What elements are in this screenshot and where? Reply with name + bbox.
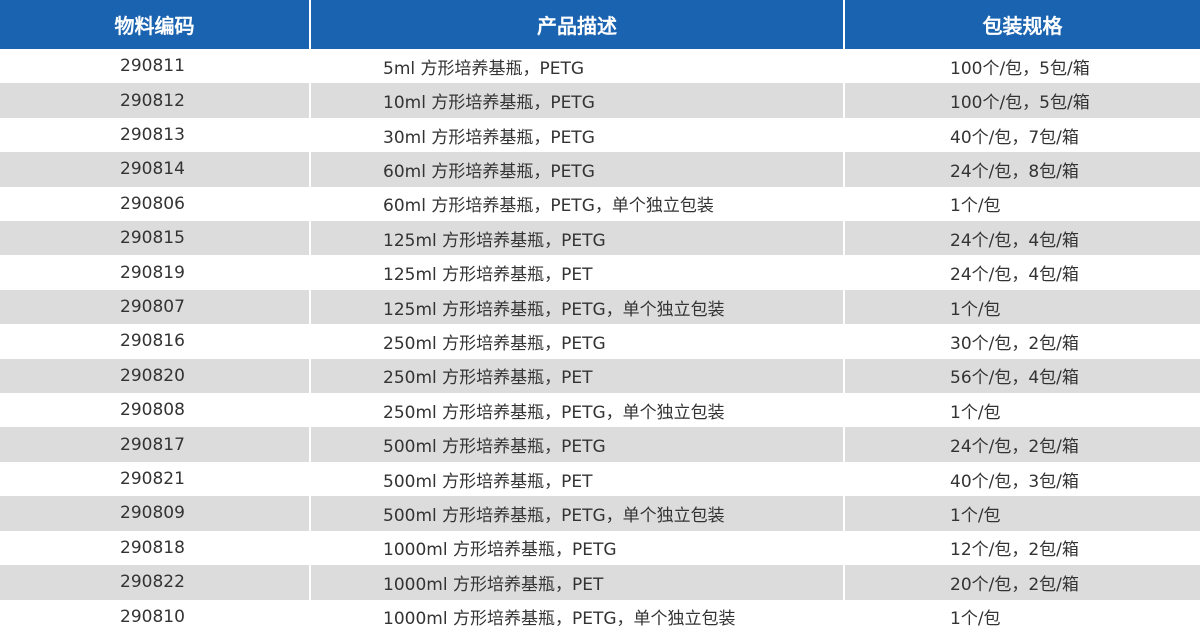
table-row: 290807 125ml 方形培养基瓶，PETG，单个独立包装 1个/包 [0, 289, 1200, 325]
header-material-code: 物料编码 [0, 0, 310, 49]
table-row: 290815 125ml 方形培养基瓶，PETG 24个/包，4包/箱 [0, 221, 1200, 256]
material-code-cell: 290820 [0, 358, 310, 394]
packaging-spec-cell: 1个/包 [843, 496, 1200, 531]
packaging-spec-cell: 1个/包 [843, 599, 1200, 634]
product-description-cell: 125ml 方形培养基瓶，PETG，单个独立包装 [309, 289, 844, 325]
packaging-spec-cell: 20个/包，2包/箱 [843, 565, 1200, 600]
packaging-spec-cell: 100个/包，5包/箱 [843, 49, 1200, 84]
material-code-cell: 290818 [0, 530, 310, 566]
material-code-cell: 290814 [0, 152, 310, 187]
product-description-cell: 500ml 方形培养基瓶，PETG [309, 427, 844, 462]
product-description-cell: 125ml 方形培养基瓶，PETG [309, 221, 844, 256]
material-code-cell: 290812 [0, 83, 310, 118]
table-row: 290820 250ml 方形培养基瓶，PET 56个/包，4包/箱 [0, 358, 1200, 394]
packaging-spec-cell: 1个/包 [843, 289, 1200, 325]
material-code-cell: 290810 [0, 599, 310, 634]
product-description-cell: 500ml 方形培养基瓶，PETG，单个独立包装 [309, 496, 844, 531]
packaging-spec-cell: 100个/包，5包/箱 [843, 83, 1200, 118]
header-row: 物料编码 产品描述 包装规格 [0, 0, 1200, 49]
header-packaging-spec: 包装规格 [843, 0, 1200, 49]
table-row: 290817 500ml 方形培养基瓶，PETG 24个/包，2包/箱 [0, 427, 1200, 462]
material-code-cell: 290822 [0, 565, 310, 600]
material-code-cell: 290811 [0, 49, 310, 84]
packaging-spec-cell: 1个/包 [843, 186, 1200, 222]
packaging-spec-cell: 24个/包，2包/箱 [843, 427, 1200, 462]
product-description-cell: 1000ml 方形培养基瓶，PET [309, 565, 844, 600]
material-code-cell: 290808 [0, 393, 310, 428]
table-row: 290822 1000ml 方形培养基瓶，PET 20个/包，2包/箱 [0, 565, 1200, 600]
product-description-cell: 1000ml 方形培养基瓶，PETG [309, 530, 844, 566]
table-row: 290816 250ml 方形培养基瓶，PETG 30个/包，2包/箱 [0, 324, 1200, 359]
packaging-spec-cell: 12个/包，2包/箱 [843, 530, 1200, 566]
table-row: 290819 125ml 方形培养基瓶，PET 24个/包，4包/箱 [0, 255, 1200, 290]
table-row: 290821 500ml 方形培养基瓶，PET 40个/包，3包/箱 [0, 461, 1200, 497]
material-code-cell: 290817 [0, 427, 310, 462]
packaging-spec-cell: 30个/包，2包/箱 [843, 324, 1200, 359]
material-code-cell: 290821 [0, 461, 310, 497]
product-description-cell: 30ml 方形培养基瓶，PETG [309, 117, 844, 153]
product-description-cell: 1000ml 方形培养基瓶，PETG，单个独立包装 [309, 599, 844, 634]
packaging-spec-cell: 40个/包，3包/箱 [843, 461, 1200, 497]
table-header: 物料编码 产品描述 包装规格 [0, 0, 1200, 49]
packaging-spec-cell: 24个/包，4包/箱 [843, 221, 1200, 256]
product-description-cell: 250ml 方形培养基瓶，PETG，单个独立包装 [309, 393, 844, 428]
product-description-cell: 60ml 方形培养基瓶，PETG，单个独立包装 [309, 186, 844, 222]
product-description-cell: 250ml 方形培养基瓶，PETG [309, 324, 844, 359]
packaging-spec-cell: 1个/包 [843, 393, 1200, 428]
material-code-cell: 290815 [0, 221, 310, 256]
table-body: 290811 5ml 方形培养基瓶，PETG 100个/包，5包/箱 290812 10… [0, 49, 1200, 634]
table-row: 290814 60ml 方形培养基瓶，PETG 24个/包，8包/箱 [0, 152, 1200, 187]
product-description-cell: 250ml 方形培养基瓶，PET [309, 358, 844, 394]
table-row: 290810 1000ml 方形培养基瓶，PETG，单个独立包装 1个/包 [0, 599, 1200, 634]
material-code-cell: 290813 [0, 117, 310, 153]
packaging-spec-cell: 24个/包，8包/箱 [843, 152, 1200, 187]
product-description-cell: 500ml 方形培养基瓶，PET [309, 461, 844, 497]
table-row: 290806 60ml 方形培养基瓶，PETG，单个独立包装 1个/包 [0, 186, 1200, 222]
material-code-cell: 290806 [0, 186, 310, 222]
material-code-cell: 290816 [0, 324, 310, 359]
material-code-cell: 290807 [0, 289, 310, 325]
material-code-cell: 290809 [0, 496, 310, 531]
product-description-cell: 125ml 方形培养基瓶，PET [309, 255, 844, 290]
packaging-spec-cell: 40个/包，7包/箱 [843, 117, 1200, 153]
product-description-cell: 60ml 方形培养基瓶，PETG [309, 152, 844, 187]
header-product-description: 产品描述 [309, 0, 844, 49]
product-description-cell: 10ml 方形培养基瓶，PETG [309, 83, 844, 118]
material-code-cell: 290819 [0, 255, 310, 290]
table-row: 290818 1000ml 方形培养基瓶，PETG 12个/包，2包/箱 [0, 530, 1200, 566]
packaging-spec-cell: 24个/包，4包/箱 [843, 255, 1200, 290]
table-row: 290809 500ml 方形培养基瓶，PETG，单个独立包装 1个/包 [0, 496, 1200, 531]
table-row: 290812 10ml 方形培养基瓶，PETG 100个/包，5包/箱 [0, 83, 1200, 118]
table-row: 290811 5ml 方形培养基瓶，PETG 100个/包，5包/箱 [0, 49, 1200, 84]
table-row: 290813 30ml 方形培养基瓶，PETG 40个/包，7包/箱 [0, 117, 1200, 153]
table-row: 290808 250ml 方形培养基瓶，PETG，单个独立包装 1个/包 [0, 393, 1200, 428]
product-description-cell: 5ml 方形培养基瓶，PETG [309, 49, 844, 84]
packaging-spec-cell: 56个/包，4包/箱 [843, 358, 1200, 394]
